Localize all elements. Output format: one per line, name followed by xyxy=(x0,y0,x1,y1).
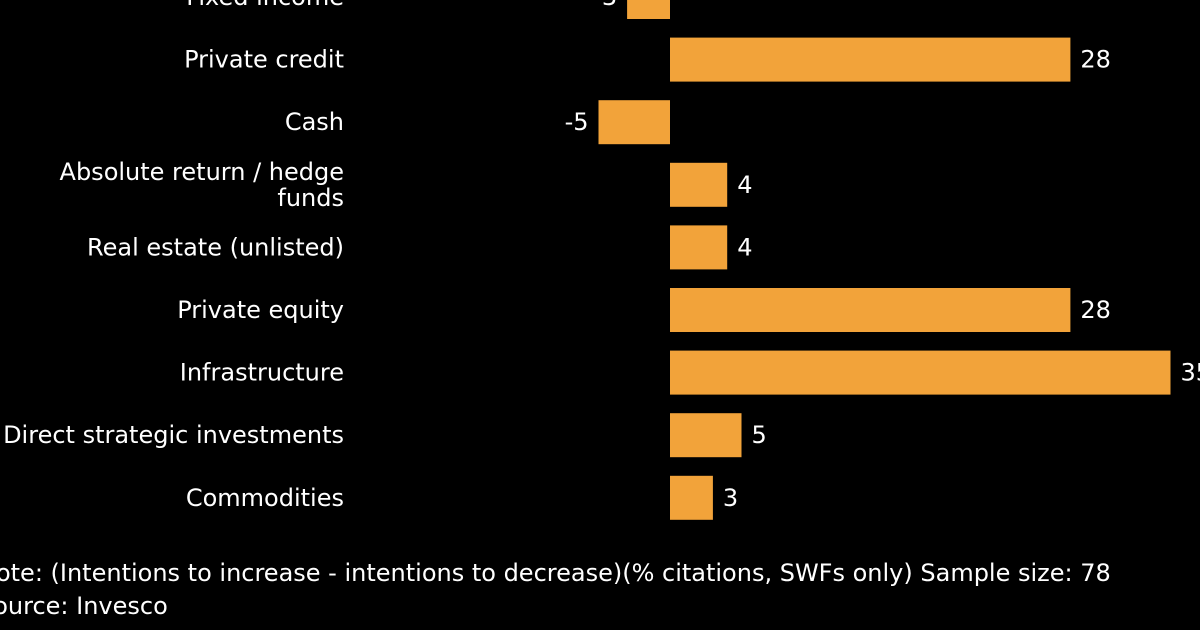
value-label-cash: -5 xyxy=(565,108,589,136)
value-label-absolute-return-hedge-funds: 4 xyxy=(737,171,752,199)
value-label-private-credit: 28 xyxy=(1080,46,1111,74)
category-label-real-estate-unlisted: Real estate (unlisted) xyxy=(87,233,344,261)
category-label-cash: Cash xyxy=(285,108,344,136)
value-label-direct-strategic-investments: 5 xyxy=(752,421,767,449)
value-label-fixed-income: -3 xyxy=(593,0,617,11)
category-label-private-credit: Private credit xyxy=(184,46,344,74)
bar-direct-strategic-investments xyxy=(670,413,742,458)
value-label-real-estate-unlisted: 4 xyxy=(737,233,752,261)
category-label-absolute-return-hedge-funds: Absolute return / hedge funds xyxy=(60,158,344,212)
value-label-infrastructure: 35 xyxy=(1181,359,1200,387)
bar-private-credit xyxy=(670,37,1071,82)
bar-commodities xyxy=(670,475,713,520)
bar-fixed-income xyxy=(627,0,670,19)
bar-cash xyxy=(598,100,670,145)
chart-source: Source: Invesco xyxy=(0,592,168,620)
category-label-fixed-income: Fixed income xyxy=(186,0,344,11)
bar-private-equity xyxy=(670,288,1071,332)
category-label-commodities: Commodities xyxy=(186,484,344,512)
category-label-private-equity: Private equity xyxy=(177,296,344,324)
bar-infrastructure xyxy=(670,350,1171,395)
bar-real-estate-unlisted xyxy=(670,225,728,270)
category-label-direct-strategic-investments: Direct strategic investments xyxy=(3,421,344,449)
value-label-private-equity: 28 xyxy=(1080,296,1111,324)
value-label-commodities: 3 xyxy=(723,484,738,512)
chart-note: Note: (Intentions to increase - intentio… xyxy=(0,559,1111,587)
bar-absolute-return-hedge-funds xyxy=(670,162,728,207)
category-label-infrastructure: Infrastructure xyxy=(180,359,344,387)
